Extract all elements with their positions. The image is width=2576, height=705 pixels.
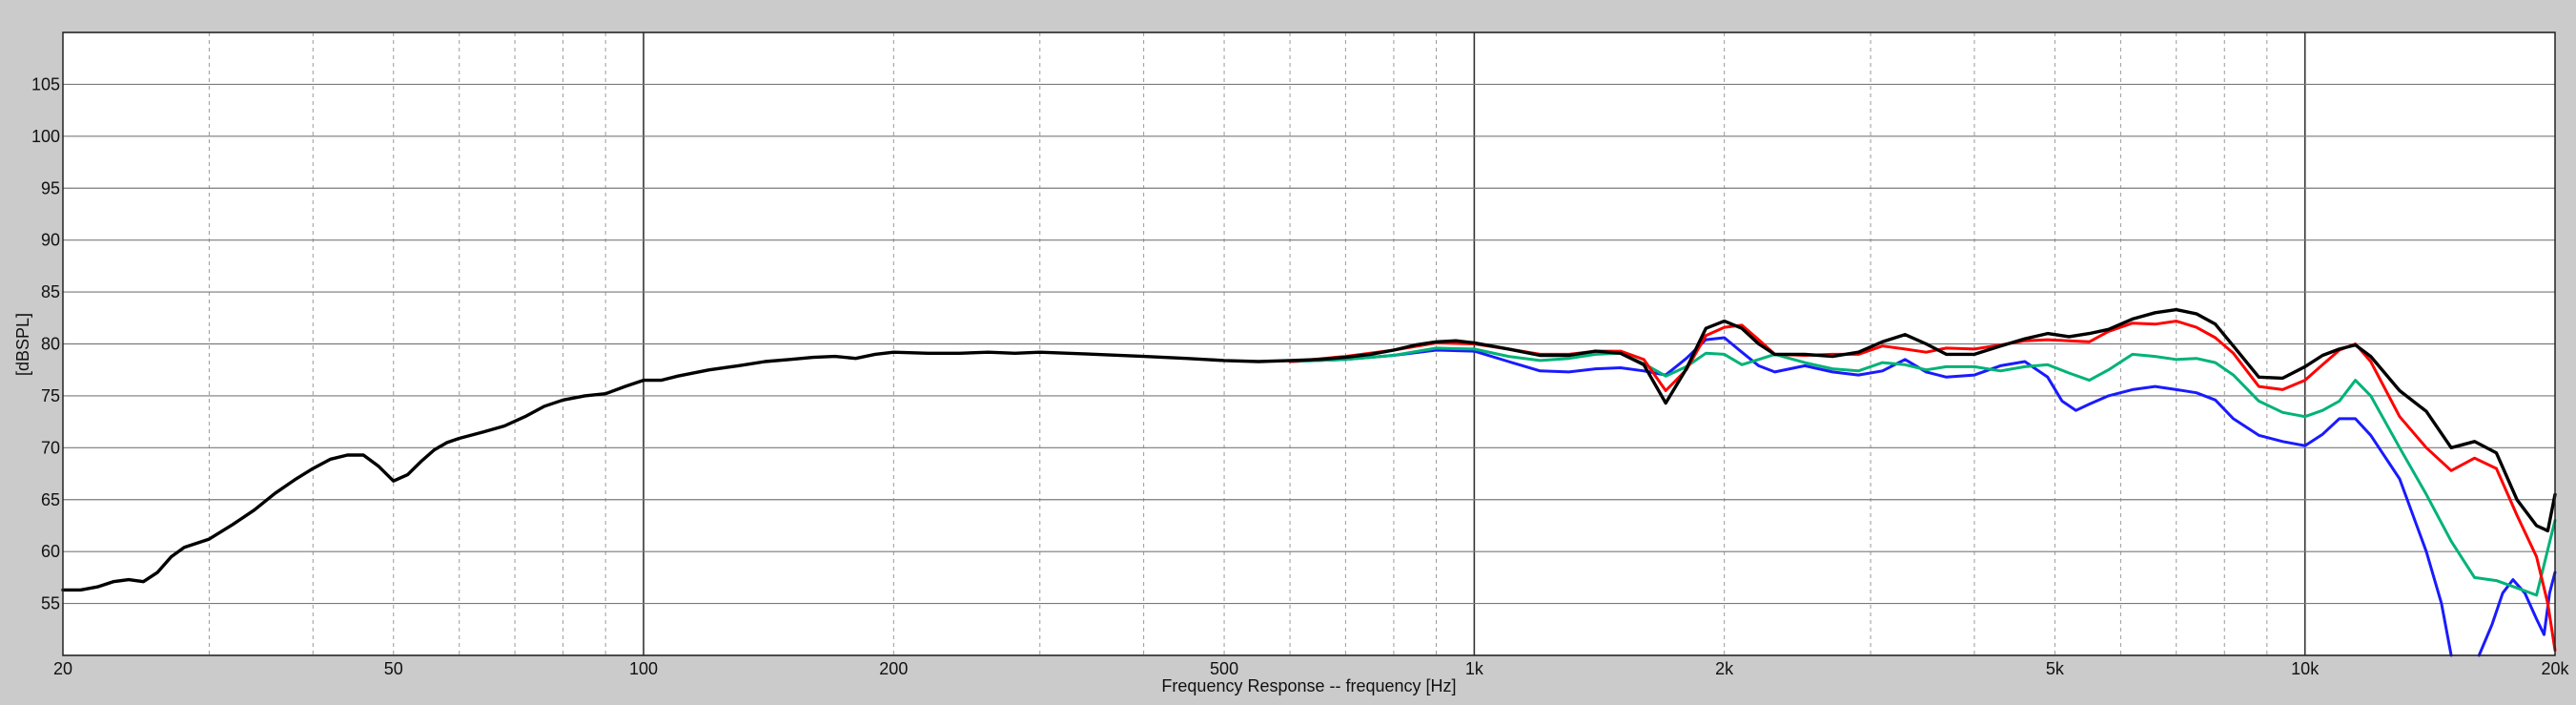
y-tick-label: 100: [31, 127, 60, 146]
y-tick-label: 65: [41, 490, 60, 509]
x-tick-label: 50: [384, 659, 403, 678]
y-tick-label: 105: [31, 74, 60, 93]
x-tick-label: 2k: [1715, 659, 1734, 678]
x-tick-label: 20: [53, 659, 72, 678]
y-tick-label: 70: [41, 438, 60, 457]
x-tick-labels: 20 50 100 200 500 1k 2k 5k 10k 20k: [53, 659, 2570, 678]
y-tick-label: 90: [41, 231, 60, 250]
series-line-0: [1288, 336, 2453, 657]
y-tick-label: 60: [41, 542, 60, 561]
x-tick-label: 100: [629, 659, 658, 678]
series-layer: [61, 307, 2557, 657]
y-axis-label: [dBSPL]: [13, 313, 32, 376]
x-tick-label: 500: [1210, 659, 1238, 678]
x-tick-label: 20k: [2541, 659, 2569, 678]
x-tick-label: 200: [879, 659, 908, 678]
x-tick-label: 5k: [2046, 659, 2065, 678]
y-tick-label: 80: [41, 335, 60, 354]
x-tick-label: 10k: [2291, 659, 2320, 678]
y-tick-label: 85: [41, 282, 60, 301]
y-tick-label: 55: [41, 594, 60, 613]
major-gridlines: [63, 31, 2555, 656]
y-tick-label: 75: [41, 386, 60, 405]
y-tick-label: 95: [41, 178, 60, 197]
y-tick-labels: 55 60 65 70 75 80 85 90 95 100 105: [31, 74, 60, 612]
series-line-4: [61, 307, 2557, 592]
plot-frame: [62, 31, 2556, 656]
x-axis-label: Frequency Response -- frequency [Hz]: [1161, 676, 1456, 695]
x-tick-label: 1k: [1465, 659, 1484, 678]
